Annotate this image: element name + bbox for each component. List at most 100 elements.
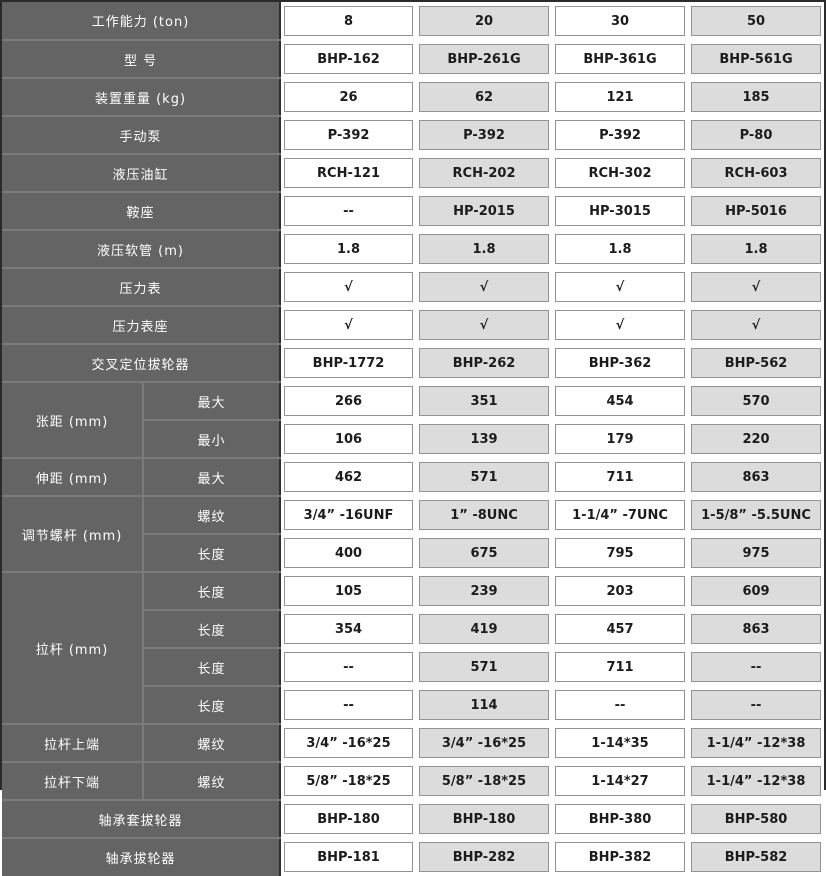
sub-label: 最小: [141, 420, 282, 459]
spec-cell: √: [284, 310, 414, 340]
spec-cell: 1-14*27: [555, 766, 686, 796]
spec-cell: 121: [555, 82, 686, 112]
table-row: 轴承套拔轮器 BHP-180 BHP-180 BHP-380 BHP-580: [2, 800, 825, 839]
spec-cell: 5/8” -18*25: [419, 766, 550, 796]
spec-cell: √: [691, 310, 822, 340]
sub-label: 最大: [141, 458, 282, 497]
spec-cell: 50: [691, 6, 822, 36]
spec-cell: BHP-562: [691, 348, 822, 378]
spec-cell: 220: [691, 424, 822, 454]
spec-cell: 400: [284, 538, 414, 568]
spec-cell: 1” -8UNC: [419, 500, 550, 530]
spec-cell: 570: [691, 386, 822, 416]
row-label: 液压油缸: [2, 154, 282, 193]
spec-cell: 3/4” -16UNF: [284, 500, 414, 530]
spec-cell: 1.8: [691, 234, 822, 264]
table-row: 鞍座 -- HP-2015 HP-3015 HP-5016: [2, 192, 825, 231]
spec-cell: RCH-202: [419, 158, 550, 188]
row-label: 轴承拔轮器: [2, 838, 282, 876]
table-row: 调节螺杆 (mm) 螺纹 3/4” -16UNF 1” -8UNC 1-1/4”…: [2, 496, 825, 573]
spec-cell: 8: [284, 6, 414, 36]
spec-cell: 3/4” -16*25: [284, 728, 414, 758]
spec-cell: 1-1/4” -12*38: [691, 766, 822, 796]
spec-cell: BHP-282: [419, 842, 550, 872]
spec-cell: 239: [419, 576, 550, 606]
spec-cell: BHP-180: [284, 804, 414, 834]
spec-cell: HP-2015: [419, 196, 550, 226]
sub-label: 长度: [141, 534, 282, 573]
table-row: 工作能力 (ton) 8 20 30 50: [2, 2, 825, 41]
spec-cell: P-392: [419, 120, 550, 150]
table-row: 压力表 √ √ √ √: [2, 268, 825, 307]
spec-cell: BHP-180: [419, 804, 550, 834]
spec-cell: BHP-181: [284, 842, 414, 872]
spec-cell: --: [284, 690, 414, 720]
spec-cell: √: [555, 310, 686, 340]
spec-cell: 179: [555, 424, 686, 454]
spec-cell: BHP-1772: [284, 348, 414, 378]
spec-cell: 975: [691, 538, 822, 568]
spec-cell: BHP-262: [419, 348, 550, 378]
spec-cell: 1-1/4” -7UNC: [555, 500, 686, 530]
spec-cell: 114: [419, 690, 550, 720]
spec-cell: --: [691, 652, 822, 682]
spec-cell: 609: [691, 576, 822, 606]
table-row: 手动泵 P-392 P-392 P-392 P-80: [2, 116, 825, 155]
group-label: 调节螺杆 (mm): [2, 496, 143, 573]
spec-cell: 675: [419, 538, 550, 568]
table-row: 长度 -- 114 -- --: [2, 686, 825, 725]
spec-cell: --: [691, 690, 822, 720]
spec-cell: 105: [284, 576, 414, 606]
table-row: 长度 354 419 457 863: [2, 610, 825, 649]
spec-cell: 419: [419, 614, 550, 644]
spec-cell: RCH-121: [284, 158, 414, 188]
sub-label: 长度: [141, 648, 282, 687]
group-label: 拉杆上端: [2, 724, 143, 763]
spec-cell: 863: [691, 462, 822, 492]
spec-cell: BHP-380: [555, 804, 686, 834]
spec-cell: RCH-302: [555, 158, 686, 188]
table-row: 交叉定位拔轮器 BHP-1772 BHP-262 BHP-362 BHP-562: [2, 344, 825, 383]
spec-cell: 571: [419, 652, 550, 682]
spec-cell: BHP-582: [691, 842, 822, 872]
spec-cell: BHP-162: [284, 44, 414, 74]
spec-cell: 457: [555, 614, 686, 644]
sub-label: 长度: [141, 610, 282, 649]
table-row: 长度 -- 571 711 --: [2, 648, 825, 687]
row-label: 压力表: [2, 268, 282, 307]
table-row: 最小 106 139 179 220: [2, 420, 825, 459]
sub-label: 长度: [141, 572, 282, 611]
spec-cell: BHP-362: [555, 348, 686, 378]
row-label: 压力表座: [2, 306, 282, 345]
table-row: 拉杆上端 螺纹 3/4” -16*25 3/4” -16*25 1-14*35 …: [2, 724, 825, 763]
sub-label: 螺纹: [141, 496, 282, 535]
spec-cell: 1-1/4” -12*38: [691, 728, 822, 758]
table-row: 伸距 (mm) 最大 462 571 711 863: [2, 458, 825, 497]
spec-cell: --: [284, 196, 414, 226]
spec-cell: √: [419, 310, 550, 340]
spec-cell: √: [284, 272, 414, 302]
group-label: 伸距 (mm): [2, 458, 143, 497]
table-row: 液压油缸 RCH-121 RCH-202 RCH-302 RCH-603: [2, 154, 825, 193]
spec-cell: 62: [419, 82, 550, 112]
spec-cell: BHP-382: [555, 842, 686, 872]
spec-cell: 1-14*35: [555, 728, 686, 758]
spec-cell: 203: [555, 576, 686, 606]
table-row: 拉杆 (mm) 长度 105 239 203 609: [2, 572, 825, 725]
spec-cell: 354: [284, 614, 414, 644]
spec-cell: --: [284, 652, 414, 682]
row-label: 液压软管 (m): [2, 230, 282, 269]
table-row: 型 号 BHP-162 BHP-261G BHP-361G BHP-561G: [2, 40, 825, 79]
sub-label: 最大: [141, 382, 282, 421]
spec-cell: 20: [419, 6, 550, 36]
spec-cell: BHP-580: [691, 804, 822, 834]
spec-cell: 5/8” -18*25: [284, 766, 414, 796]
spec-cell: 106: [284, 424, 414, 454]
spec-cell: 462: [284, 462, 414, 492]
spec-cell: 711: [555, 462, 686, 492]
row-label: 轴承套拔轮器: [2, 800, 282, 839]
spec-cell: √: [691, 272, 822, 302]
spec-cell: 1.8: [419, 234, 550, 264]
table-row: 装置重量 (kg) 26 62 121 185: [2, 78, 825, 117]
